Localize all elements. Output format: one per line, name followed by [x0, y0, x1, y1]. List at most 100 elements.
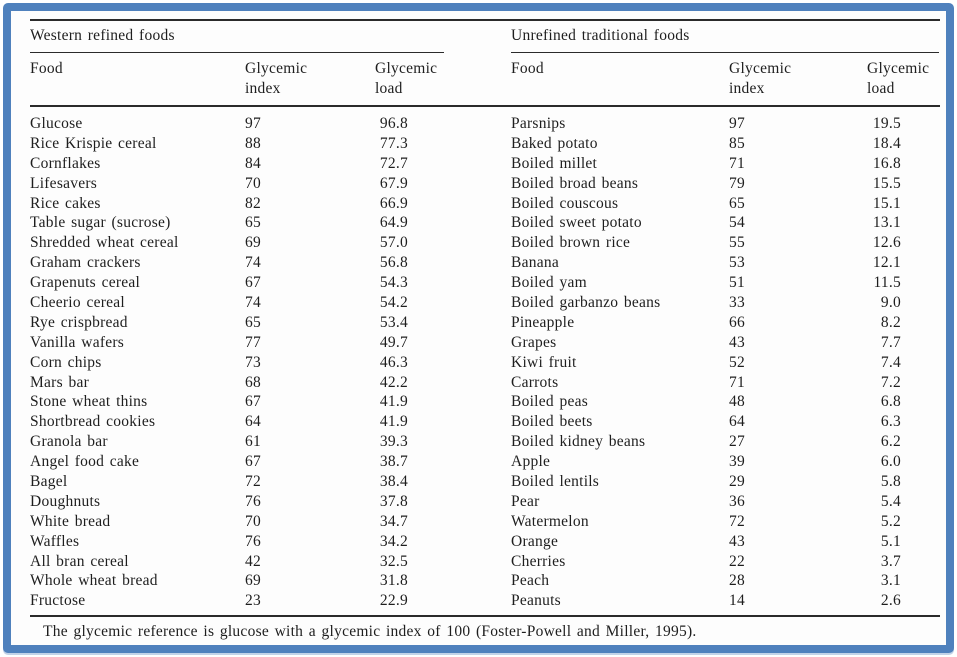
table-row: Grapenuts cereal 67 54.3 — [30, 273, 444, 293]
glycemic-load-cell: 96.8 — [379, 115, 408, 132]
table-row: Boiled yam 51 11.5 — [511, 273, 939, 293]
glycemic-index-cell: 43 — [729, 532, 745, 550]
table-row: Boiled beets 64 6.3 — [511, 412, 939, 432]
glycemic-index-cell: 71 — [729, 154, 745, 172]
glycemic-load-cell: 6.3 — [880, 413, 901, 431]
table-row: Boiled lentils 29 5.8 — [511, 472, 939, 492]
food-cell: Parsnips — [511, 115, 566, 132]
table-row: Watermelon 72 5.2 — [511, 512, 939, 532]
glycemic-index-cell: 67 — [245, 393, 261, 411]
glycemic-load-cell: 12.6 — [872, 234, 901, 252]
glycemic-index-cell: 97 — [729, 115, 745, 132]
glycemic-load-cell: 22.9 — [379, 592, 408, 610]
glycemic-load-cell: 7.4 — [880, 353, 901, 371]
table-row: Pear 36 5.4 — [511, 492, 939, 512]
table-row: Rye crispbread 65 53.4 — [30, 313, 444, 333]
glycemic-index-cell: 51 — [729, 274, 745, 292]
table-row: Grapes 43 7.7 — [511, 333, 939, 353]
glycemic-index-cell: 82 — [245, 194, 261, 212]
glycemic-load-cell: 3.1 — [880, 572, 901, 590]
table-row: Rice Krispie cereal 88 77.3 — [30, 134, 444, 154]
food-cell: Boiled sweet potato — [511, 214, 642, 232]
table-row: Boiled couscous 65 15.1 — [511, 194, 939, 214]
table-row: Angel food cake 67 38.7 — [30, 452, 444, 472]
food-cell: Lifesavers — [30, 174, 98, 192]
table-border-frame: Western refined foods Unrefined traditio… — [3, 3, 954, 653]
glycemic-index-cell: 85 — [729, 134, 745, 152]
glycemic-load-cell: 11.5 — [873, 274, 901, 292]
glycemic-load-header-line2: load — [375, 79, 403, 97]
glycemic-index-cell: 53 — [729, 254, 745, 272]
glycemic-index-cell: 76 — [245, 492, 261, 510]
food-cell: Orange — [511, 532, 559, 550]
glycemic-load-cell: 6.8 — [880, 393, 901, 411]
glycemic-load-cell: 15.5 — [872, 174, 901, 192]
food-cell: Corn chips — [30, 353, 102, 371]
table-row: Cherries 22 3.7 — [511, 552, 939, 572]
glycemic-load-cell: 2.6 — [880, 592, 901, 610]
glycemic-load-cell: 31.8 — [379, 572, 408, 590]
glycemic-index-cell: 67 — [245, 453, 261, 471]
food-cell: Mars bar — [30, 373, 90, 391]
table-row: Rice cakes 82 66.9 — [30, 194, 444, 214]
glycemic-load-cell: 37.8 — [379, 492, 408, 510]
glycemic-index-cell: 74 — [245, 294, 261, 312]
glycemic-load-cell: 67.9 — [379, 174, 408, 192]
glycemic-index-cell: 77 — [245, 333, 261, 351]
table-row: Pineapple 66 8.2 — [511, 313, 939, 333]
table-row: Baked potato 85 18.4 — [511, 134, 939, 154]
glycemic-index-header-line1: Glycemic — [245, 60, 308, 77]
table-row: Apple 39 6.0 — [511, 452, 939, 472]
food-cell: Boiled peas — [511, 393, 588, 411]
glycemic-load-header-line2: load — [867, 79, 895, 97]
glycemic-index-cell: 48 — [729, 393, 745, 411]
food-cell: Stone wheat thins — [30, 393, 148, 411]
glycemic-index-cell: 69 — [245, 234, 261, 252]
glycemic-index-column-header: Glycemic index — [729, 59, 867, 98]
food-cell: Grapes — [511, 333, 557, 351]
glycemic-load-cell: 9.0 — [880, 294, 901, 312]
glycemic-index-cell: 23 — [245, 592, 261, 610]
glycemic-load-header-line1: Glycemic — [375, 60, 438, 77]
food-cell: Boiled broad beans — [511, 174, 639, 192]
table-row: Fructose 23 22.9 — [30, 591, 444, 611]
food-column-header: Food — [511, 60, 544, 77]
food-cell: Boiled lentils — [511, 473, 600, 491]
table-row: Boiled broad beans 79 15.5 — [511, 174, 939, 194]
glycemic-index-cell: 64 — [245, 413, 261, 431]
glycemic-load-header-line1: Glycemic — [867, 60, 930, 77]
glycemic-index-cell: 22 — [729, 552, 745, 570]
glycemic-index-header-line2: index — [729, 79, 765, 97]
food-cell: All bran cereal — [30, 552, 129, 570]
table-row: Cheerio cereal 74 54.2 — [30, 293, 444, 313]
glycemic-load-cell: 5.4 — [880, 492, 901, 510]
glycemic-load-cell: 77.3 — [379, 134, 408, 152]
table-row: Mars bar 68 42.2 — [30, 373, 444, 393]
glycemic-load-cell: 16.8 — [872, 154, 901, 172]
glycemic-load-cell: 7.2 — [880, 373, 901, 391]
glycemic-index-cell: 88 — [245, 134, 261, 152]
glycemic-load-cell: 34.2 — [379, 532, 408, 550]
glycemic-load-cell: 5.1 — [880, 532, 901, 550]
table-row: Banana 53 12.1 — [511, 253, 939, 273]
glycemic-load-cell: 19.5 — [872, 115, 901, 132]
table-row: Peanuts 14 2.6 — [511, 591, 939, 611]
glycemic-load-cell: 64.9 — [379, 214, 408, 232]
table-row: Boiled garbanzo beans 33 9.0 — [511, 293, 939, 313]
food-cell: Angel food cake — [30, 453, 140, 471]
glycemic-index-cell: 84 — [245, 154, 261, 172]
glycemic-load-cell: 72.7 — [379, 154, 408, 172]
glycemic-load-cell: 6.0 — [880, 453, 901, 471]
header-rule — [30, 105, 940, 107]
glycemic-load-cell: 38.7 — [379, 453, 408, 471]
glycemic-load-cell: 41.9 — [379, 393, 408, 411]
column-headers-row: Food Glycemic index Glycemic load Food G… — [30, 53, 940, 105]
food-cell: Grapenuts cereal — [30, 274, 141, 292]
table-row: Parsnips 97 19.5 — [511, 114, 939, 134]
glycemic-index-cell: 39 — [729, 453, 745, 471]
glycemic-load-cell: 54.2 — [379, 294, 408, 312]
glycemic-load-cell: 6.2 — [880, 433, 901, 451]
glycemic-index-cell: 33 — [729, 294, 745, 312]
table-row: Cornflakes 84 72.7 — [30, 154, 444, 174]
glycemic-index-cell: 14 — [729, 592, 745, 610]
